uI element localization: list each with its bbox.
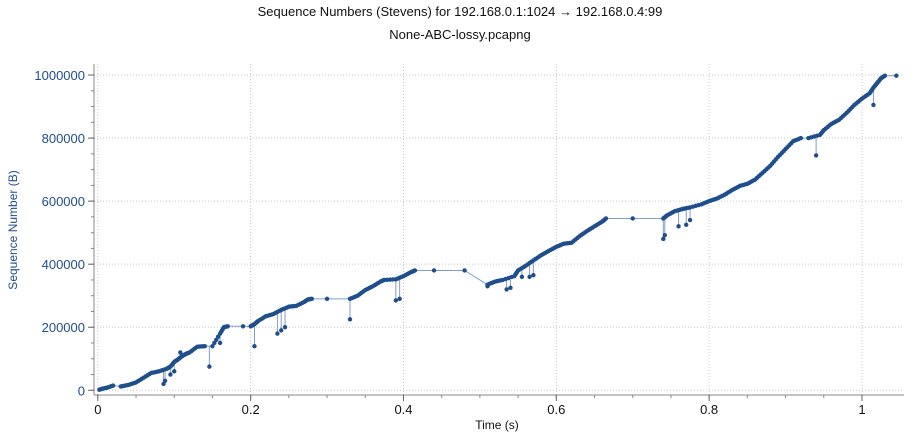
data-point [225, 324, 230, 329]
data-point [462, 268, 467, 273]
retransmission-point [661, 236, 666, 242]
y-axis-label: Sequence Number (B) [6, 170, 20, 289]
retransmission-point [813, 153, 819, 158]
retransmission-point [178, 350, 183, 355]
data-point [215, 334, 221, 339]
x-tick-label: 0.8 [700, 402, 718, 417]
data-point [240, 324, 246, 329]
retransmission-point [527, 274, 532, 279]
data-point [798, 135, 804, 141]
data-point [630, 216, 635, 221]
retransmission-point [687, 217, 693, 223]
retransmission-point [282, 325, 288, 330]
x-axis-label: Time (s) [475, 418, 519, 432]
retransmission-point [279, 328, 284, 333]
retransmission-point [172, 369, 177, 374]
y-tick-label: 200000 [42, 320, 85, 335]
data-point [202, 343, 208, 349]
x-tick-label: 0.4 [394, 402, 412, 417]
data-point [214, 337, 219, 343]
retransmission-point [347, 317, 353, 322]
axes [88, 64, 904, 401]
retransmission-point [504, 287, 509, 292]
grid [94, 64, 904, 395]
retransmission-point [397, 296, 402, 302]
x-tick-label: 0 [94, 402, 101, 417]
retransmission-point [393, 298, 399, 303]
retransmission-point [531, 273, 536, 278]
y-tick-label: 400000 [42, 257, 85, 272]
retransmission-point [519, 274, 525, 279]
retransmission-point [207, 364, 212, 369]
data-point [894, 73, 899, 78]
retransmission-group [161, 87, 876, 387]
data-point [412, 268, 418, 273]
data-point [212, 340, 217, 346]
retransmission-point [275, 331, 280, 336]
x-tick-label: 1 [858, 402, 865, 417]
y-tick-label: 600000 [42, 194, 85, 209]
chart-title: Sequence Numbers (Stevens) for 192.168.0… [257, 4, 663, 19]
data-point [431, 268, 437, 273]
y-tick-label: 800000 [42, 131, 85, 146]
data-point [309, 296, 314, 302]
chart-subtitle: None-ABC-lossy.pcapng [389, 27, 531, 42]
data-point [882, 73, 888, 78]
data-point [324, 296, 330, 302]
series-points-group [97, 73, 899, 392]
data-point [210, 343, 215, 349]
retransmission-point [168, 372, 173, 377]
retransmission-point [676, 224, 681, 229]
retransmission-point [508, 285, 513, 291]
data-point [603, 216, 609, 221]
retransmission-point [684, 222, 689, 227]
y-tick-label: 0 [78, 383, 85, 398]
retransmission-point [662, 232, 668, 238]
retransmission-point [217, 340, 223, 346]
tick-labels: 0 0.2 0.4 0.6 0.8 1 0 200000 400000 600000 800000 1… [34, 68, 865, 417]
data-point [110, 383, 116, 388]
retransmission-point [162, 378, 168, 384]
retransmission-point [252, 343, 257, 349]
x-tick-label: 0.2 [242, 402, 260, 417]
x-tick-label: 0.6 [547, 402, 565, 417]
y-tick-label: 1000000 [34, 68, 85, 83]
retransmission-point [871, 102, 876, 108]
